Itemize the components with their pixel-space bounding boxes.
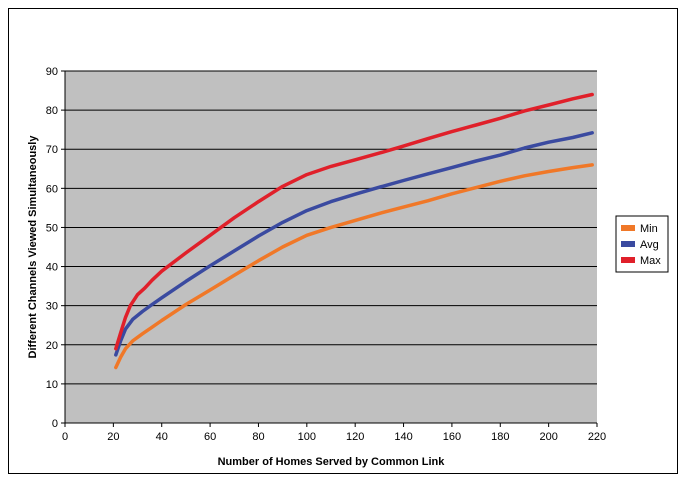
- y-tick-label: 40: [46, 262, 58, 274]
- y-tick-label: 60: [46, 183, 58, 195]
- series-line-avg: [114, 131, 594, 357]
- y-tick-label: 80: [46, 105, 58, 117]
- x-tick-label: 140: [394, 431, 412, 443]
- y-tick-label: 90: [46, 66, 58, 78]
- series-line-max: [114, 92, 594, 351]
- y-tick-label: 20: [46, 340, 58, 352]
- x-axis-title: Number of Homes Served by Common Link: [218, 456, 446, 468]
- legend-swatch-avg: [621, 241, 635, 247]
- legend-swatch-max: [621, 257, 635, 263]
- x-tick-label: 120: [346, 431, 364, 443]
- x-tick-label: 220: [588, 431, 606, 443]
- y-tick-label: 0: [52, 418, 58, 430]
- series-layer: [114, 92, 594, 370]
- series-line-min: [114, 163, 594, 370]
- x-tick-label: 160: [443, 431, 461, 443]
- x-tick-label: 180: [491, 431, 509, 443]
- x-tick-label: 200: [539, 431, 557, 443]
- axes: [61, 70, 598, 427]
- y-tick-label: 50: [46, 222, 58, 234]
- x-tick-label: 80: [252, 431, 264, 443]
- x-tick-label: 0: [62, 431, 68, 443]
- legend-label-max: Max: [640, 255, 661, 267]
- legend-label-avg: Avg: [640, 239, 659, 251]
- y-tick-label: 10: [46, 379, 58, 391]
- y-tick-label: 30: [46, 301, 58, 313]
- y-axis-title: Different Channels Viewed Simultaneously: [27, 135, 39, 359]
- x-tick-label: 60: [204, 431, 216, 443]
- grid-lines: [65, 70, 597, 385]
- y-tick-label: 70: [46, 144, 58, 156]
- legend-swatch-min: [621, 225, 635, 231]
- x-tick-label: 100: [298, 431, 316, 443]
- x-tick-label: 40: [156, 431, 168, 443]
- x-tick-label: 20: [107, 431, 119, 443]
- legend-label-min: Min: [640, 223, 658, 235]
- plot-area: [65, 71, 597, 423]
- tick-labels: 0 10 20 30 40 50 60 70 80 90 0 20 40 60 80 100 120 140 160…: [46, 66, 606, 443]
- legend: Min Avg Max: [615, 215, 669, 273]
